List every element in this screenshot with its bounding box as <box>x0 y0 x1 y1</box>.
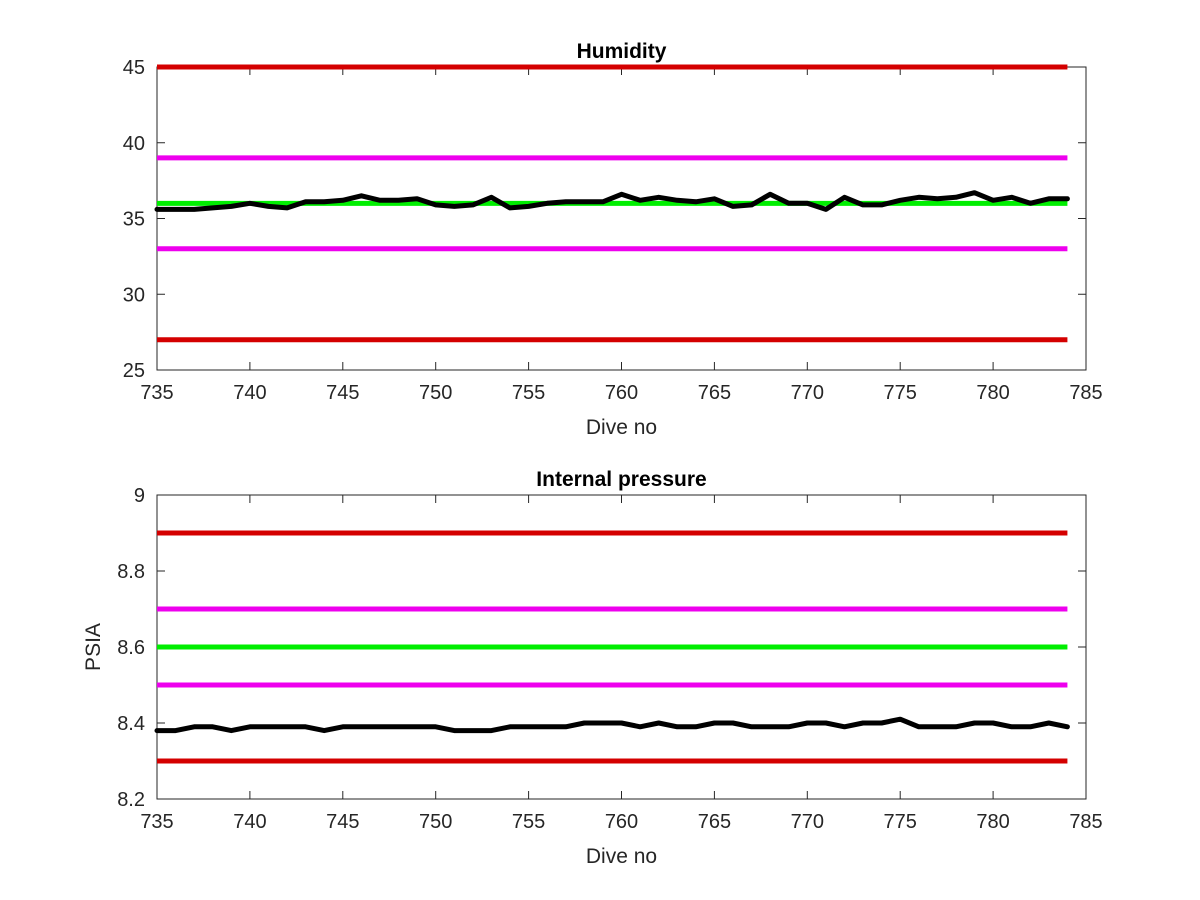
humidity-ytick-label: 30 <box>123 284 145 306</box>
humidity-xtick-label: 755 <box>512 382 545 404</box>
humidity-ytick-label: 40 <box>123 133 145 155</box>
internal-pressure-xtick-label: 780 <box>976 811 1009 833</box>
humidity-xtick-label: 735 <box>140 382 173 404</box>
humidity-chart-title: Humidity <box>577 40 667 63</box>
internal-pressure-ytick-label: 8.8 <box>117 561 145 583</box>
internal-pressure-ytick-label: 8.4 <box>117 713 145 735</box>
internal-pressure-xtick-label: 770 <box>791 811 824 833</box>
humidity-xtick-label: 745 <box>326 382 359 404</box>
internal-pressure-xtick-label: 755 <box>512 811 545 833</box>
humidity-xtick-label: 750 <box>419 382 452 404</box>
internal-pressure-xtick-label: 775 <box>884 811 917 833</box>
humidity-xtick-label: 780 <box>976 382 1009 404</box>
humidity-ytick-label: 35 <box>123 209 145 231</box>
humidity-xtick-label: 770 <box>791 382 824 404</box>
internal-pressure-ytick-label: 8.6 <box>117 637 145 659</box>
humidity-data-series <box>154 190 1070 212</box>
internal-pressure-chart-title: Internal pressure <box>536 468 706 491</box>
internal-pressure-xtick-label: 785 <box>1069 811 1102 833</box>
humidity-xtick-label: 740 <box>233 382 266 404</box>
internal-pressure-ytick-label: 9 <box>134 485 145 507</box>
humidity-xtick-label: 760 <box>605 382 638 404</box>
internal-pressure-xtick-label: 740 <box>233 811 266 833</box>
humidity-xtick-label: 775 <box>884 382 917 404</box>
internal-pressure-x-axis-label: Dive no <box>586 845 657 868</box>
internal-pressure-xtick-label: 745 <box>326 811 359 833</box>
internal-pressure-xtick-label: 750 <box>419 811 452 833</box>
humidity-chart: 735 740 745 750 755 760 765 770 775 780 785 25 30 35 4… <box>123 40 1103 439</box>
humidity-ytick-label: 25 <box>123 360 145 382</box>
internal-pressure-xtick-label: 765 <box>698 811 731 833</box>
humidity-x-axis-label: Dive no <box>586 416 657 439</box>
internal-pressure-xtick-label: 735 <box>140 811 173 833</box>
internal-pressure-y-axis-label: PSIA <box>82 623 105 671</box>
humidity-ytick-label: 45 <box>123 57 145 79</box>
internal-pressure-ytick-label: 8.2 <box>117 789 145 811</box>
internal-pressure-chart: 735 740 745 750 755 760 765 770 775 780 785 8.2 8.4 8… <box>82 468 1103 868</box>
humidity-xtick-label: 785 <box>1069 382 1102 404</box>
humidity-xtick-label: 765 <box>698 382 731 404</box>
internal-pressure-xtick-label: 760 <box>605 811 638 833</box>
internal-pressure-data-series <box>154 716 1070 734</box>
